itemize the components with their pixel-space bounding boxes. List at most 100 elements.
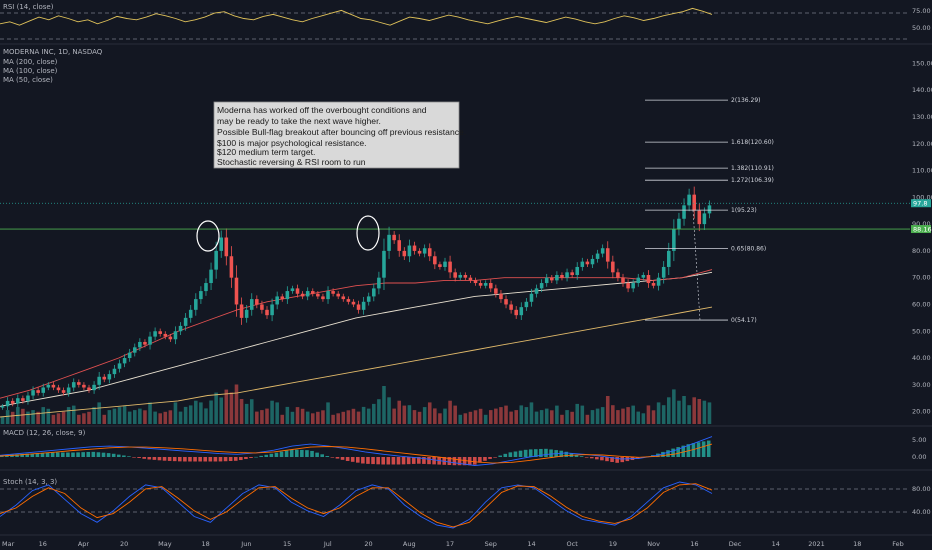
candle-body — [621, 278, 625, 283]
price-axis-tick: 70.00 — [912, 274, 931, 282]
candle-body — [113, 369, 117, 374]
macd-histogram-bar — [127, 456, 131, 457]
volume-bar — [92, 407, 96, 424]
volume-bar — [667, 397, 671, 424]
macd-histogram-bar — [595, 457, 599, 459]
candle-body — [204, 283, 208, 291]
candle-body — [550, 278, 554, 281]
macd-histogram-bar — [320, 454, 324, 457]
macd-histogram-bar — [203, 457, 207, 461]
candle-body — [342, 296, 346, 299]
macd-histogram-bar — [66, 453, 70, 457]
candle-body — [250, 299, 254, 310]
volume-bar — [560, 415, 564, 424]
fib-level-label: 0.65(80.86) — [731, 246, 766, 253]
volume-bar — [245, 404, 249, 424]
volume-bar — [555, 406, 559, 424]
macd-histogram-bar — [219, 457, 223, 461]
candle-body — [464, 275, 468, 278]
candle-body — [636, 278, 640, 283]
candle-body — [474, 280, 478, 283]
macd-histogram-bar — [173, 457, 177, 461]
rsi-axis-tick: 50.00 — [912, 24, 931, 32]
candle-body — [270, 304, 274, 315]
volume-bar — [423, 407, 427, 424]
candle-body — [57, 388, 61, 391]
volume-bar — [143, 410, 147, 424]
macd-histogram-bar — [290, 450, 294, 457]
candle-body — [362, 302, 366, 310]
macd-histogram-bar — [432, 457, 436, 464]
macd-histogram-bar — [361, 457, 365, 463]
time-axis-tick: 14 — [527, 540, 535, 548]
price-axis-tick: 20.00 — [912, 408, 931, 416]
candle-body — [26, 396, 30, 401]
price-axis-tick: 60.00 — [912, 300, 931, 308]
macd-histogram-bar — [453, 457, 457, 465]
candle-body — [428, 248, 432, 256]
candle-body — [606, 248, 610, 261]
volume-bar — [214, 393, 218, 424]
candle-body — [687, 195, 691, 206]
volume-bar — [148, 402, 152, 424]
volume-bar — [596, 409, 600, 424]
candle-body — [698, 211, 702, 224]
volume-bar — [219, 398, 223, 425]
candle-body — [306, 291, 310, 296]
volume-bar — [123, 406, 127, 424]
candle-body — [484, 283, 488, 286]
volume-bar — [133, 410, 137, 424]
volume-bar — [82, 413, 86, 424]
volume-bar — [286, 407, 290, 424]
time-axis-tick: Sep — [485, 540, 497, 548]
macd-histogram-bar — [229, 457, 233, 461]
volume-bar — [31, 410, 35, 424]
candle-body — [214, 251, 218, 270]
volume-bar — [591, 410, 595, 424]
candle-body — [260, 304, 264, 309]
volume-bar — [636, 412, 640, 424]
volume-bar — [255, 412, 259, 424]
volume-bar — [128, 412, 132, 424]
candle-body — [535, 288, 539, 293]
macd-histogram-bar — [163, 457, 167, 461]
macd-histogram-bar — [280, 452, 284, 457]
volume-bar — [311, 413, 315, 424]
macd-histogram-bar — [56, 453, 60, 457]
macd-histogram-bar — [275, 453, 279, 457]
volume-bar — [642, 413, 646, 424]
macd-histogram-bar — [519, 451, 523, 457]
volume-bar — [708, 402, 712, 424]
macd-histogram-bar — [239, 457, 243, 460]
volume-bar — [570, 412, 574, 424]
candle-body — [209, 270, 213, 283]
volume-bar — [692, 397, 696, 424]
candle-body — [219, 238, 223, 251]
candle-body — [143, 342, 147, 345]
time-axis-tick: Jul — [323, 540, 332, 548]
candle-body — [458, 275, 462, 278]
volume-bar — [260, 410, 264, 424]
stoch-axis-tick: 80.00 — [912, 485, 931, 493]
candle-body — [596, 254, 600, 259]
candle-body — [494, 288, 498, 293]
candle-body — [443, 262, 447, 267]
candle-body — [372, 288, 376, 296]
candle-body — [377, 278, 381, 289]
candle-body — [575, 267, 579, 275]
ma100-legend: MA (100, close) — [3, 67, 58, 75]
volume-bar — [6, 410, 10, 424]
volume-bar — [443, 409, 447, 424]
volume-bar — [280, 415, 284, 424]
candle-body — [626, 283, 630, 288]
candle-body — [662, 267, 666, 278]
volume-bar — [550, 410, 554, 424]
candle-body — [433, 256, 437, 264]
fib-level-label: 1.618(120.60) — [731, 139, 774, 146]
macd-histogram-bar — [473, 457, 477, 465]
candle-body — [1, 406, 5, 407]
time-axis-tick: Aug — [403, 540, 416, 548]
candle-body — [555, 275, 559, 280]
candle-body — [245, 310, 249, 318]
